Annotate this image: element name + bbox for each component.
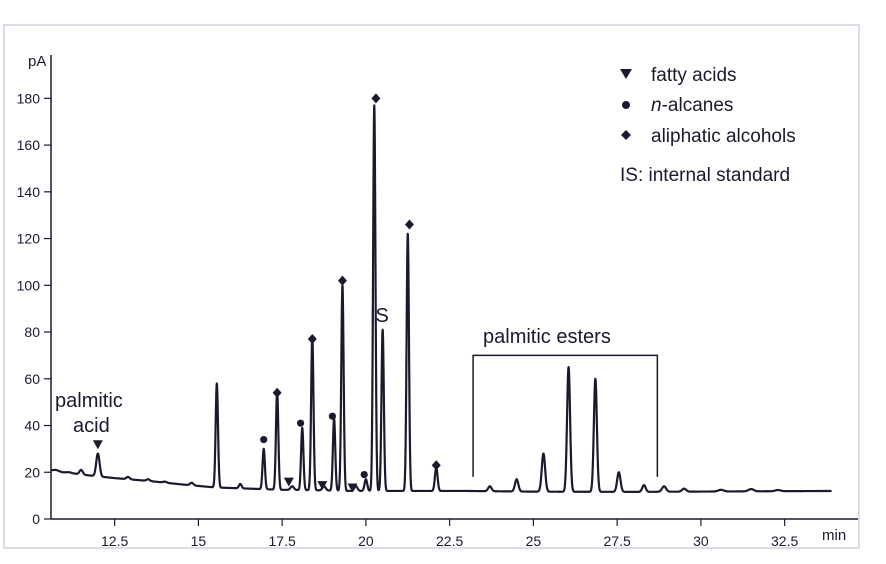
internal-standard-label: IS xyxy=(370,305,389,327)
x-tick-label: 30 xyxy=(693,533,709,549)
legend-item-aliphatic-alcohols: aliphatic alcohols xyxy=(621,126,796,147)
n-alcane-marker-icon xyxy=(296,419,305,427)
chart-frame xyxy=(3,24,860,549)
x-tick-label: 12.5 xyxy=(101,533,128,549)
fatty-acid-marker-icon xyxy=(283,477,294,487)
legend-label-aliphatic-alcohols: aliphatic alcohols xyxy=(651,126,796,147)
aliphatic-alcohol-marker-icon xyxy=(272,387,282,398)
y-tick-label: 60 xyxy=(24,371,40,387)
aliphatic-alcohol-marker-icon xyxy=(337,275,347,286)
y-tick-label: 20 xyxy=(24,464,40,480)
fatty-acid-marker-icon xyxy=(92,440,103,450)
x-tick-label: 25 xyxy=(526,533,542,549)
x-tick-label: 32.5 xyxy=(771,533,798,549)
y-axis-unit: pA xyxy=(28,53,46,70)
axes: pA min xyxy=(28,53,858,544)
diamond-icon xyxy=(621,130,631,140)
x-tick-label: 20 xyxy=(358,533,374,549)
y-tick-label: 100 xyxy=(17,277,41,293)
aliphatic-alcohol-marker-icon xyxy=(307,334,317,345)
legend-label-fatty-acids: fatty acids xyxy=(651,65,737,86)
aliphatic-alcohol-marker-icon xyxy=(371,93,381,104)
n-alcane-marker-icon xyxy=(328,412,336,420)
y-tick-label: 0 xyxy=(32,511,40,527)
x-tick-label: 27.5 xyxy=(604,533,631,549)
x-tick-label: 22.5 xyxy=(436,533,463,549)
x-ticks: 12.5 15 17.5 20 22.5 25 27.5 30 32.5 xyxy=(101,519,798,549)
aliphatic-alcohol-marker-icon xyxy=(404,219,414,230)
peak-markers xyxy=(92,93,441,493)
legend-item-n-alcanes: n-alcanes xyxy=(622,95,733,116)
n-alcane-marker-icon xyxy=(260,435,268,444)
palmitic-esters-bracket xyxy=(472,354,659,477)
x-tick-label: 17.5 xyxy=(269,533,296,549)
legend: fatty acids n-alcanes aliphatic alcohols… xyxy=(620,65,796,186)
y-tick-label: 180 xyxy=(17,90,41,106)
fatty-acid-marker-icon xyxy=(317,481,328,491)
n-alcane-marker-icon xyxy=(360,470,368,479)
legend-item-fatty-acids: fatty acids xyxy=(620,65,737,86)
palmitic-esters-label: palmitic esters xyxy=(483,326,611,348)
annotations: palmitic acid IS palmitic esters xyxy=(55,305,659,477)
triangle-icon xyxy=(620,69,632,79)
y-tick-label: 120 xyxy=(17,231,41,247)
aliphatic-alcohol-marker-icon xyxy=(431,460,441,471)
y-ticks: 0 20 40 60 80 100 120 140 160 180 xyxy=(17,90,51,527)
palmitic-acid-label-line2: acid xyxy=(73,415,110,437)
legend-label-n-alcanes: n-alcanes xyxy=(651,95,733,116)
chromatogram-trace xyxy=(50,104,833,493)
y-tick-label: 160 xyxy=(17,137,41,153)
x-tick-label: 15 xyxy=(191,533,207,549)
palmitic-acid-label-line1: palmitic xyxy=(55,390,123,412)
y-tick-label: 40 xyxy=(24,418,40,434)
y-tick-label: 80 xyxy=(24,324,40,340)
circle-icon xyxy=(622,101,630,109)
y-tick-label: 140 xyxy=(17,184,41,200)
fatty-acid-marker-icon xyxy=(347,483,358,493)
legend-note-internal-standard: IS: internal standard xyxy=(620,165,790,186)
x-axis-unit: min xyxy=(822,527,846,544)
